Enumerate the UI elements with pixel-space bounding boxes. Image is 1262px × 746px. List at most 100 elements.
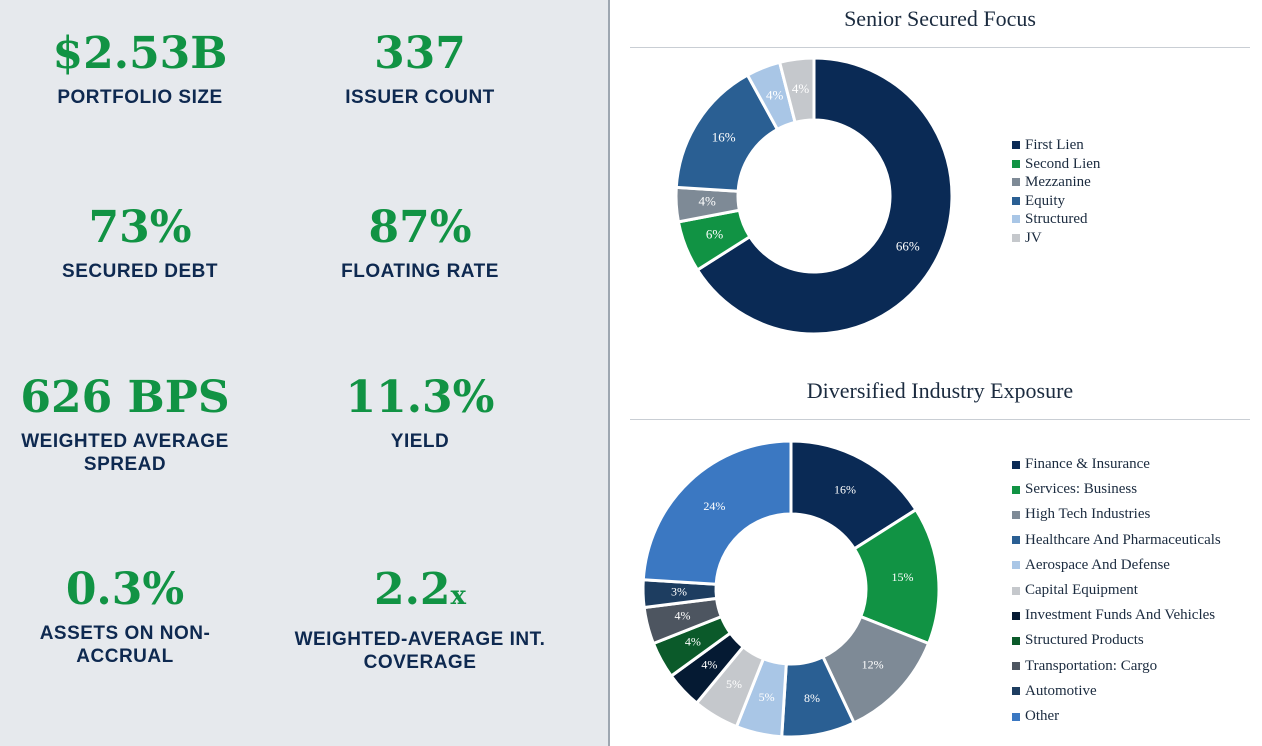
data-label-other: 24% <box>703 499 725 513</box>
stat-value: 73% <box>88 202 192 253</box>
data-label-structured-products: 4% <box>685 635 701 649</box>
legend-label: High Tech Industries <box>1025 506 1151 523</box>
legend-label: Equity <box>1025 192 1065 209</box>
legend-swatch <box>1012 233 1020 242</box>
senior-secured-legend: First Lien Second Lien Mezzanine Equity Stru… <box>1012 136 1100 247</box>
stat-yield: 11.3% YIELD <box>280 372 560 453</box>
data-label-capital-equipment: 5% <box>726 677 742 691</box>
stat-value: 11.3% <box>345 372 495 423</box>
data-label-services-business: 15% <box>892 570 914 584</box>
data-label-transportation-cargo: 4% <box>675 609 691 623</box>
legend-label: Transportation: Cargo <box>1025 657 1158 674</box>
legend-label: Finance & Insurance <box>1025 456 1150 472</box>
stat-label: ISSUER COUNT <box>345 87 495 108</box>
stat-interest-coverage: 2.2x WEIGHTED-AVERAGE INT. COVERAGE <box>280 564 560 674</box>
legend-item-structured: Structured <box>1012 210 1100 229</box>
stat-label: ASSETS ON NON-ACCRUAL <box>39 623 211 667</box>
industry-exposure-legend: Finance & Insurance Services: Business Hig… <box>1012 452 1221 729</box>
legend-item-high-tech-industries: High Tech Industries <box>1012 502 1221 527</box>
stat-value: 0.3% <box>65 564 185 615</box>
legend-label: First Lien <box>1025 137 1084 153</box>
legend-label: Healthcare And Pharmaceuticals <box>1025 531 1221 548</box>
legend-swatch <box>1012 159 1020 168</box>
legend-swatch <box>1012 141 1020 150</box>
legend-swatch <box>1012 511 1020 519</box>
legend-swatch <box>1012 536 1020 545</box>
legend-label: Structured <box>1025 211 1088 227</box>
stat-secured-debt: 73% SECURED DEBT <box>0 202 280 283</box>
legend-item-other: Other <box>1012 704 1221 729</box>
stat-value: $2.53B <box>52 28 228 79</box>
data-label-equity: 16% <box>712 130 736 145</box>
title-rule <box>630 419 1250 420</box>
stat-label: PORTFOLIO SIZE <box>57 87 223 108</box>
legend-label: Second Lien <box>1025 155 1101 172</box>
legend-swatch <box>1012 637 1020 646</box>
legend-item-equity: Equity <box>1012 192 1100 211</box>
stat-value: 87% <box>368 202 472 253</box>
legend-label: Investment Funds And Vehicles <box>1025 607 1216 624</box>
panel-divider <box>608 0 610 746</box>
data-label-high-tech-industries: 12% <box>862 657 884 671</box>
data-label-structured: 4% <box>766 87 784 102</box>
stat-value: 337 <box>374 28 466 79</box>
stat-portfolio-size: $2.53B PORTFOLIO SIZE <box>0 28 280 109</box>
donut-slice-other <box>641 439 793 586</box>
legend-swatch <box>1012 586 1020 595</box>
legend-swatch <box>1012 485 1020 494</box>
legend-item-finance-insurance: Finance & Insurance <box>1012 452 1221 477</box>
legend-item-transportation-cargo: Transportation: Cargo <box>1012 654 1221 679</box>
data-label-aerospace-and-defense: 5% <box>759 690 775 704</box>
chart-title-industry-exposure: Diversified Industry Exposure <box>806 378 1074 403</box>
legend-item-structured-products: Structured Products <box>1012 628 1221 653</box>
legend-label: JV <box>1025 229 1042 246</box>
stat-value: 2.2x <box>373 564 467 615</box>
stat-label: FLOATING RATE <box>341 261 499 282</box>
stat-label: WEIGHTED-AVERAGE INT. COVERAGE <box>294 629 546 673</box>
legend-item-services-business: Services: Business <box>1012 477 1221 502</box>
chart-title-senior-secured: Senior Secured Focus <box>844 6 1036 31</box>
legend-swatch <box>1012 215 1020 224</box>
legend-item-healthcare-and-pharmaceuticals: Healthcare And Pharmaceuticals <box>1012 528 1221 553</box>
stats-panel: $2.53B PORTFOLIO SIZE 337 ISSUER COUNT 7… <box>0 0 608 746</box>
data-label-second-lien: 6% <box>706 226 724 241</box>
legend-swatch <box>1012 460 1020 469</box>
legend-item-mezzanine: Mezzanine <box>1012 173 1100 192</box>
stat-assets-on-non-accrual: 0.3% ASSETS ON NON-ACCRUAL <box>0 564 250 668</box>
stat-weighted-average-spread: 626 BPS WEIGHTED AVERAGE SPREAD <box>0 372 250 476</box>
title-rule <box>630 47 1250 48</box>
data-label-investment-funds-and-vehicles: 4% <box>701 657 717 671</box>
legend-swatch <box>1012 178 1020 187</box>
legend-swatch <box>1012 687 1020 696</box>
stat-value: 626 BPS <box>20 372 230 423</box>
legend-item-second-lien: Second Lien <box>1012 155 1100 174</box>
data-label-healthcare-and-pharmaceuticals: 8% <box>804 691 820 705</box>
legend-item-investment-funds-and-vehicles: Investment Funds And Vehicles <box>1012 603 1221 628</box>
legend-label: Automotive <box>1025 682 1097 699</box>
legend-item-aerospace-and-defense: Aerospace And Defense <box>1012 553 1221 578</box>
data-label-mezzanine: 4% <box>699 194 717 209</box>
donut-slice-jv <box>777 56 816 125</box>
stat-label: WEIGHTED AVERAGE SPREAD <box>21 431 229 475</box>
legend-label: Structured Products <box>1025 632 1144 649</box>
data-label-finance-insurance: 16% <box>834 483 856 497</box>
legend-item-first-lien: First Lien <box>1012 136 1100 155</box>
stat-issuer-count: 337 ISSUER COUNT <box>280 28 560 109</box>
legend-label: Other <box>1025 708 1060 725</box>
legend-label: Aerospace And Defense <box>1025 556 1170 573</box>
legend-swatch <box>1012 196 1020 205</box>
stat-label: YIELD <box>390 431 450 452</box>
stat-suffix: x <box>450 581 467 611</box>
stat-label: SECURED DEBT <box>62 261 218 282</box>
legend-item-capital-equipment: Capital Equipment <box>1012 578 1221 603</box>
legend-item-automotive: Automotive <box>1012 679 1221 704</box>
legend-swatch <box>1012 712 1020 721</box>
legend-label: Capital Equipment <box>1025 582 1138 599</box>
industry-exposure-donut-chart: 16%15%12%8%5%5%4%4%4%3%24% <box>641 439 941 739</box>
stat-floating-rate: 87% FLOATING RATE <box>280 202 560 283</box>
legend-swatch <box>1012 561 1020 570</box>
legend-label: Mezzanine <box>1025 174 1091 190</box>
legend-label: Services: Business <box>1025 481 1138 498</box>
legend-swatch <box>1012 611 1020 620</box>
legend-item-jv: JV <box>1012 229 1100 248</box>
